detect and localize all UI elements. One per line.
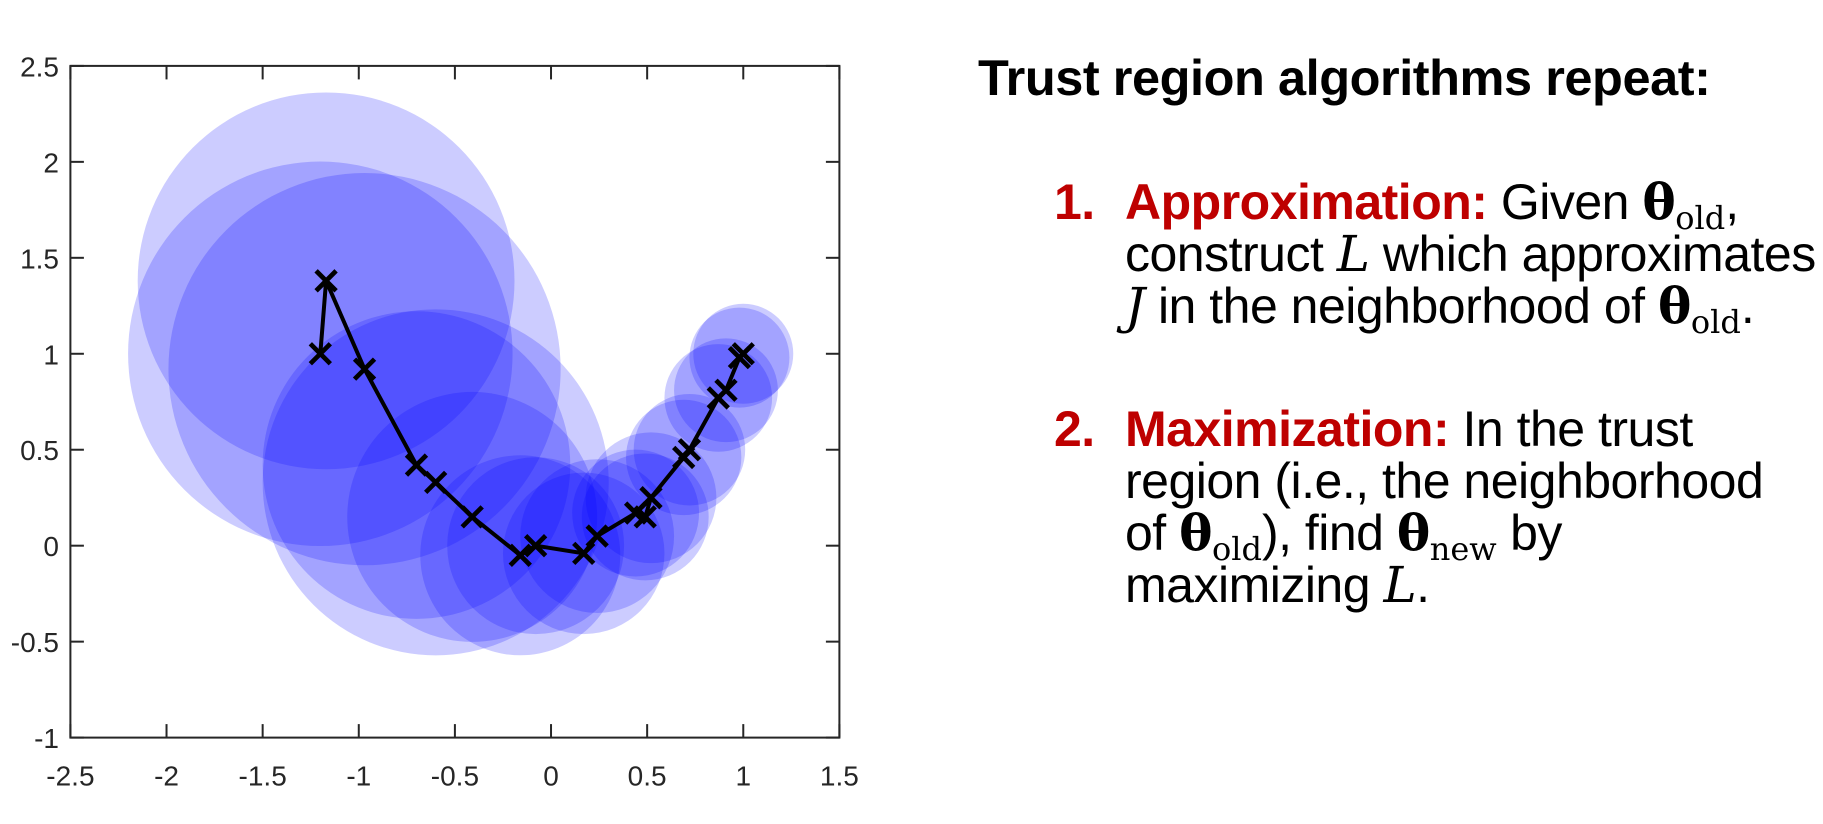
text-run-p: region (i.e., the neighborhood xyxy=(1125,453,1764,509)
iterate-marker xyxy=(585,524,609,548)
iterate-marker xyxy=(460,505,484,529)
text-run-th: θ xyxy=(1179,503,1212,562)
y-tick-label: 2.5 xyxy=(20,51,59,82)
text-run-p: of xyxy=(1125,505,1180,561)
x-tick-label: 0.5 xyxy=(628,761,667,792)
list-line: 2. Maximization: In the trust xyxy=(1054,403,1763,455)
y-tick-label: 0 xyxy=(43,531,59,562)
text-run-sub: old xyxy=(1211,530,1262,568)
x-tick-label: 1.5 xyxy=(820,761,859,792)
list-line: construct L which approximates xyxy=(1125,228,1816,280)
y-tick-label: 0.5 xyxy=(20,435,59,466)
x-tick-label: -2 xyxy=(154,761,179,792)
list-number: 2. xyxy=(1054,401,1095,457)
trust-region-plot: -2.5 -2 -1.5 -1 -0.5 0 0.5 1 1.5 -1 -0.5 0 0.5 1 1.5 2 2… xyxy=(11,51,859,792)
list-item-1: 1. Approximation: Given θold, construct L … xyxy=(1054,174,1816,342)
slide-title: Trust region algorithms repeat: xyxy=(978,49,1711,106)
text-run-th: θ xyxy=(1396,503,1430,562)
iterate-marker xyxy=(572,541,596,566)
text-run-sub: old xyxy=(1675,199,1726,237)
text-run-p: which approximates xyxy=(1369,226,1816,282)
iterate-marker xyxy=(677,438,702,462)
list-line: J in the neighborhood of θold. xyxy=(1125,277,1816,342)
text-run-p: in the neighborhood of xyxy=(1144,278,1658,334)
list-line: region (i.e., the neighborhood xyxy=(1125,453,1764,509)
iterate-marker xyxy=(639,486,663,510)
text-run-p: In the trust xyxy=(1449,401,1693,457)
y-tick-label: 1 xyxy=(43,339,59,370)
text-run-sub: new xyxy=(1429,530,1497,568)
text-run-p: . xyxy=(1740,278,1755,334)
iterate-marker xyxy=(633,505,657,529)
text-run-th: θ xyxy=(1657,276,1691,335)
x-tick-label: 0 xyxy=(543,761,559,792)
text-run-p: Given xyxy=(1487,174,1643,230)
y-tick-label: 1.5 xyxy=(20,243,59,274)
x-tick-label: 1 xyxy=(735,761,751,792)
list-item-2: 2. Maximization: In the trust region (i.e.… xyxy=(1054,403,1764,611)
text-run-p: , xyxy=(1725,174,1739,230)
y-tick-label: 2 xyxy=(43,147,59,178)
text-run-p: . xyxy=(1416,557,1430,613)
y-tick-label: -0.5 xyxy=(11,627,59,658)
text-run-p: maximizing xyxy=(1125,557,1384,613)
text-run-rb: Maximization: xyxy=(1125,401,1450,457)
x-tick-label: -1 xyxy=(346,761,371,792)
iterate-marker xyxy=(314,269,338,293)
text-run-rb: Approximation: xyxy=(1125,174,1488,230)
iterate-marker xyxy=(404,453,429,477)
text-run-p: by xyxy=(1496,505,1562,561)
iterate-marker xyxy=(523,534,548,558)
text-run-p: construct xyxy=(1125,226,1337,282)
list-line: 1. Approximation: Given θold, xyxy=(1054,174,1816,238)
list-line: maximizing L. xyxy=(1125,559,1763,611)
iterate-marker xyxy=(508,543,532,567)
y-tick-label: -1 xyxy=(34,723,59,754)
iterate-marker xyxy=(731,342,755,366)
iterate-marker xyxy=(352,357,377,381)
list-number: 1. xyxy=(1054,174,1095,230)
iterate-marker xyxy=(308,342,332,366)
iterate-marker xyxy=(714,378,738,402)
x-tick-label: -0.5 xyxy=(431,761,479,792)
iterate-marker xyxy=(424,470,448,495)
text-run-th: θ xyxy=(1642,172,1676,231)
text-run-p: ), find xyxy=(1261,505,1397,561)
list-line: of θold), find θnew by xyxy=(1125,505,1763,569)
text-run-it: J xyxy=(1125,277,1145,335)
text-run-it: L xyxy=(1383,556,1417,614)
text-run-sub: old xyxy=(1690,303,1741,341)
x-tick-label: -2.5 xyxy=(46,761,94,792)
text-run-it: L xyxy=(1336,225,1370,283)
x-tick-label: -1.5 xyxy=(239,761,287,792)
